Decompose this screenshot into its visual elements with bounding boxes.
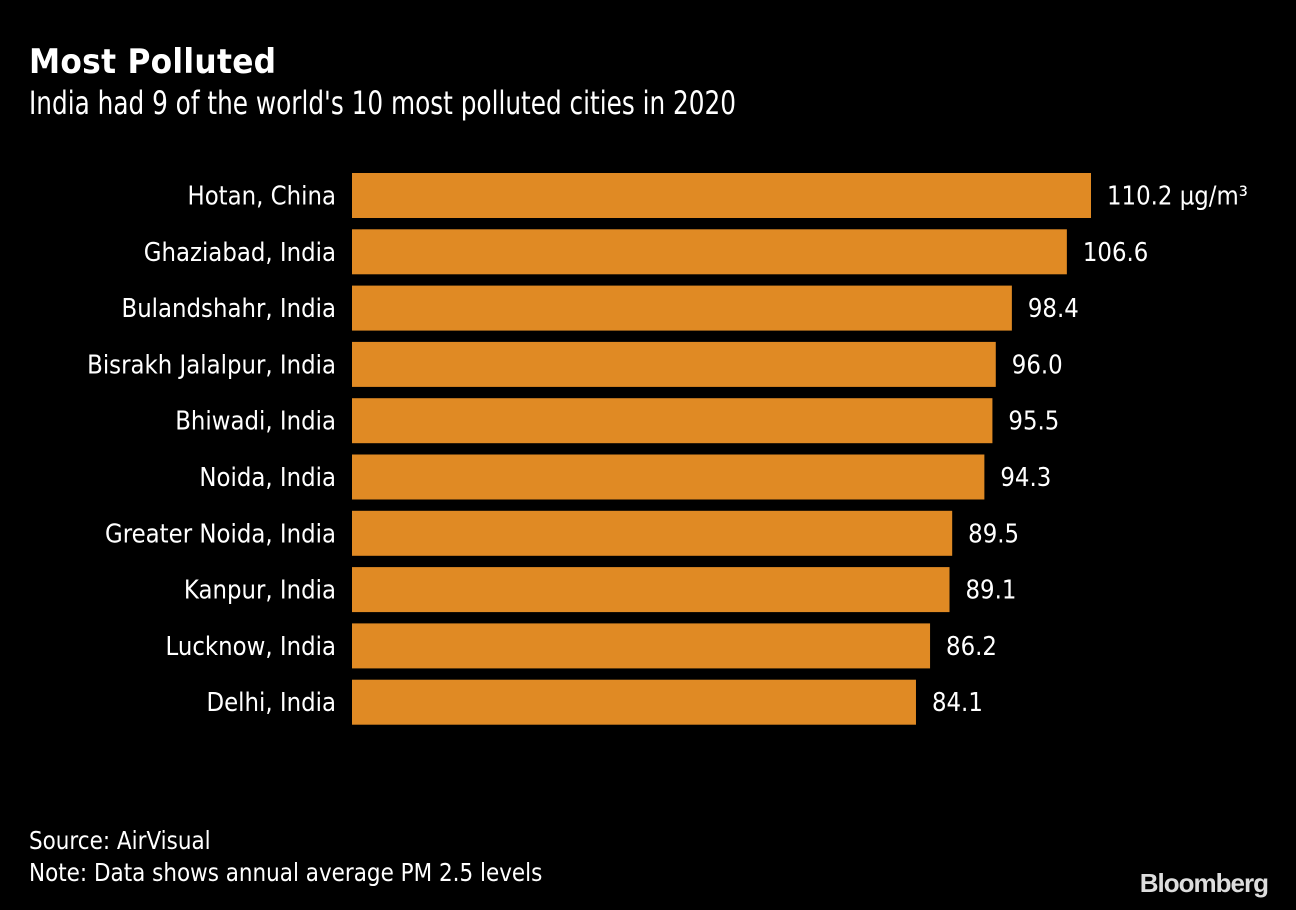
category-label: Noida, India [199, 462, 336, 493]
value-label: 95.5 [1008, 405, 1059, 436]
value-label: 86.2 [946, 630, 997, 661]
bar [352, 567, 950, 613]
category-label: Greater Noida, India [105, 518, 336, 549]
value-label: 94.3 [1000, 462, 1051, 493]
chart-subtitle: India had 9 of the world's 10 most pollu… [29, 84, 737, 122]
bar [352, 510, 953, 556]
category-label: Bulandshahr, India [122, 293, 336, 324]
value-label: 89.5 [968, 518, 1019, 549]
category-label: Bisrakh Jalalpur, India [87, 349, 336, 380]
bar [352, 173, 1091, 218]
bar [352, 341, 996, 387]
source-note: Source: AirVisual [29, 826, 211, 855]
category-label: Delhi, India [207, 687, 336, 718]
value-label: 96.0 [1012, 349, 1063, 380]
bar [352, 398, 993, 444]
bar [352, 229, 1067, 275]
data-note: Note: Data shows annual average PM 2.5 l… [29, 858, 543, 887]
category-label: Kanpur, India [184, 574, 336, 605]
value-label: 89.1 [966, 574, 1017, 605]
value-label: 110.2 µg/m³ [1107, 180, 1248, 211]
category-label: Hotan, China [188, 180, 336, 211]
category-label: Bhiwadi, India [175, 405, 336, 436]
value-label: 84.1 [932, 687, 983, 718]
chart-title: Most Polluted [29, 42, 277, 82]
value-label: 98.4 [1028, 293, 1079, 324]
bar [352, 679, 916, 725]
bar [352, 285, 1012, 331]
bloomberg-logo: Bloomberg [1139, 868, 1269, 898]
bar [352, 623, 931, 669]
bar [352, 454, 985, 500]
category-label: Lucknow, India [166, 630, 336, 661]
value-label: 106.6 [1083, 236, 1148, 267]
category-label: Ghaziabad, India [144, 236, 336, 267]
